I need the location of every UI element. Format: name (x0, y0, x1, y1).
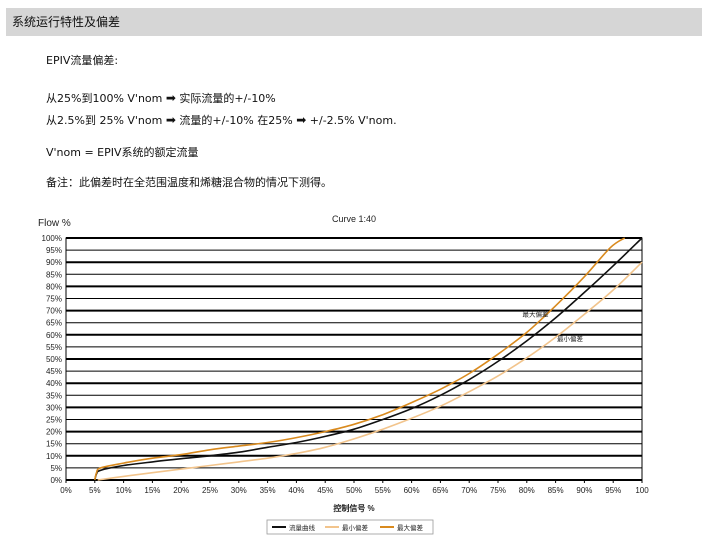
legend-label: 流量曲线 (289, 523, 316, 532)
y-tick-label: 90% (46, 258, 62, 267)
deviation-line-2: 从2.5%到 25% V'nom ➡ 流量的+/-10% 在25% ➡ +/-2… (46, 112, 397, 128)
curve-annotation: 最小偏差 (557, 334, 584, 343)
x-axis-label: 控制信号 % (333, 503, 374, 513)
y-tick-label: 5% (50, 464, 62, 473)
x-tick-label: 60% (404, 486, 420, 495)
y-tick-label: 0% (50, 476, 62, 485)
y-tick-label: 20% (46, 428, 62, 437)
epiv-deviation-label: EPIV流量偏差: (46, 54, 119, 67)
y-tick-label: 30% (46, 403, 62, 412)
deviation-line-2-range: 从2.5%到 25% V'nom (46, 114, 163, 127)
x-tick-label: 70% (461, 486, 477, 495)
y-axis-label: Flow % (38, 218, 71, 229)
y-tick-label: 65% (46, 319, 62, 328)
y-tick-label: 50% (46, 355, 62, 364)
y-tick-label: 15% (46, 440, 62, 449)
vnom-definition: V'nom = EPIV系统的额定流量 (46, 146, 199, 159)
y-tick-label: 40% (46, 379, 62, 388)
curve-annotation: 最大偏差 (522, 310, 549, 319)
y-tick-label: 10% (46, 452, 62, 461)
series-flow-curve (94, 237, 643, 481)
x-tick-label: 100 (635, 486, 649, 495)
deviation-line-1-range: 从25%到100% V'nom (46, 92, 163, 105)
y-tick-label: 75% (46, 295, 62, 304)
x-tick-label: 55% (375, 486, 391, 495)
x-tick-label: 75% (490, 486, 506, 495)
deviation-line-2-result: +/-2.5% V'nom. (309, 114, 397, 127)
section-header: 系统运行特性及偏差 (6, 8, 702, 36)
x-tick-label: 90% (576, 486, 592, 495)
section-title: 系统运行特性及偏差 (12, 15, 121, 29)
right-arrow-icon: ➡ (165, 113, 176, 127)
x-tick-label: 30% (231, 486, 247, 495)
y-tick-label: 60% (46, 331, 62, 340)
x-tick-label: 95% (605, 486, 621, 495)
x-tick-label: 65% (432, 486, 448, 495)
x-tick-label: 0% (60, 486, 72, 495)
series-min-deviation (97, 261, 643, 481)
y-tick-label: 70% (46, 307, 62, 316)
right-arrow-icon: ➡ (165, 91, 176, 105)
legend-label: 最小偏差 (342, 523, 369, 532)
x-tick-label: 5% (89, 486, 101, 495)
y-tick-label: 25% (46, 416, 62, 425)
y-tick-label: 45% (46, 367, 62, 376)
x-tick-label: 20% (173, 486, 189, 495)
deviation-line-2-value: 流量的+/-10% 在25% (179, 114, 293, 127)
legend-box (266, 519, 434, 535)
y-tick-label: 80% (46, 282, 62, 291)
y-tick-label: 100% (42, 234, 62, 243)
x-tick-label: 85% (548, 486, 564, 495)
x-tick-label: 50% (346, 486, 362, 495)
deviation-line-1: 从25%到100% V'nom ➡ 实际流量的+/-10% (46, 90, 276, 106)
y-tick-label: 55% (46, 343, 62, 352)
right-arrow-icon: ➡ (296, 113, 307, 127)
chart-title: Curve 1:40 (332, 214, 376, 224)
x-tick-label: 45% (317, 486, 333, 495)
deviation-line-1-value: 实际流量的+/-10% (179, 92, 276, 105)
series-max-deviation (94, 237, 626, 481)
x-tick-label: 35% (260, 486, 276, 495)
x-tick-label: 15% (144, 486, 160, 495)
y-tick-label: 95% (46, 246, 62, 255)
x-tick-label: 40% (288, 486, 304, 495)
measurement-note: 备注：此偏差时在全范围温度和烯糖混合物的情况下测得。 (46, 176, 332, 189)
x-tick-label: 25% (202, 486, 218, 495)
x-tick-label: 80% (519, 486, 535, 495)
y-tick-label: 85% (46, 270, 62, 279)
y-tick-label: 35% (46, 391, 62, 400)
legend-label: 最大偏差 (397, 523, 424, 532)
x-tick-label: 10% (116, 486, 132, 495)
